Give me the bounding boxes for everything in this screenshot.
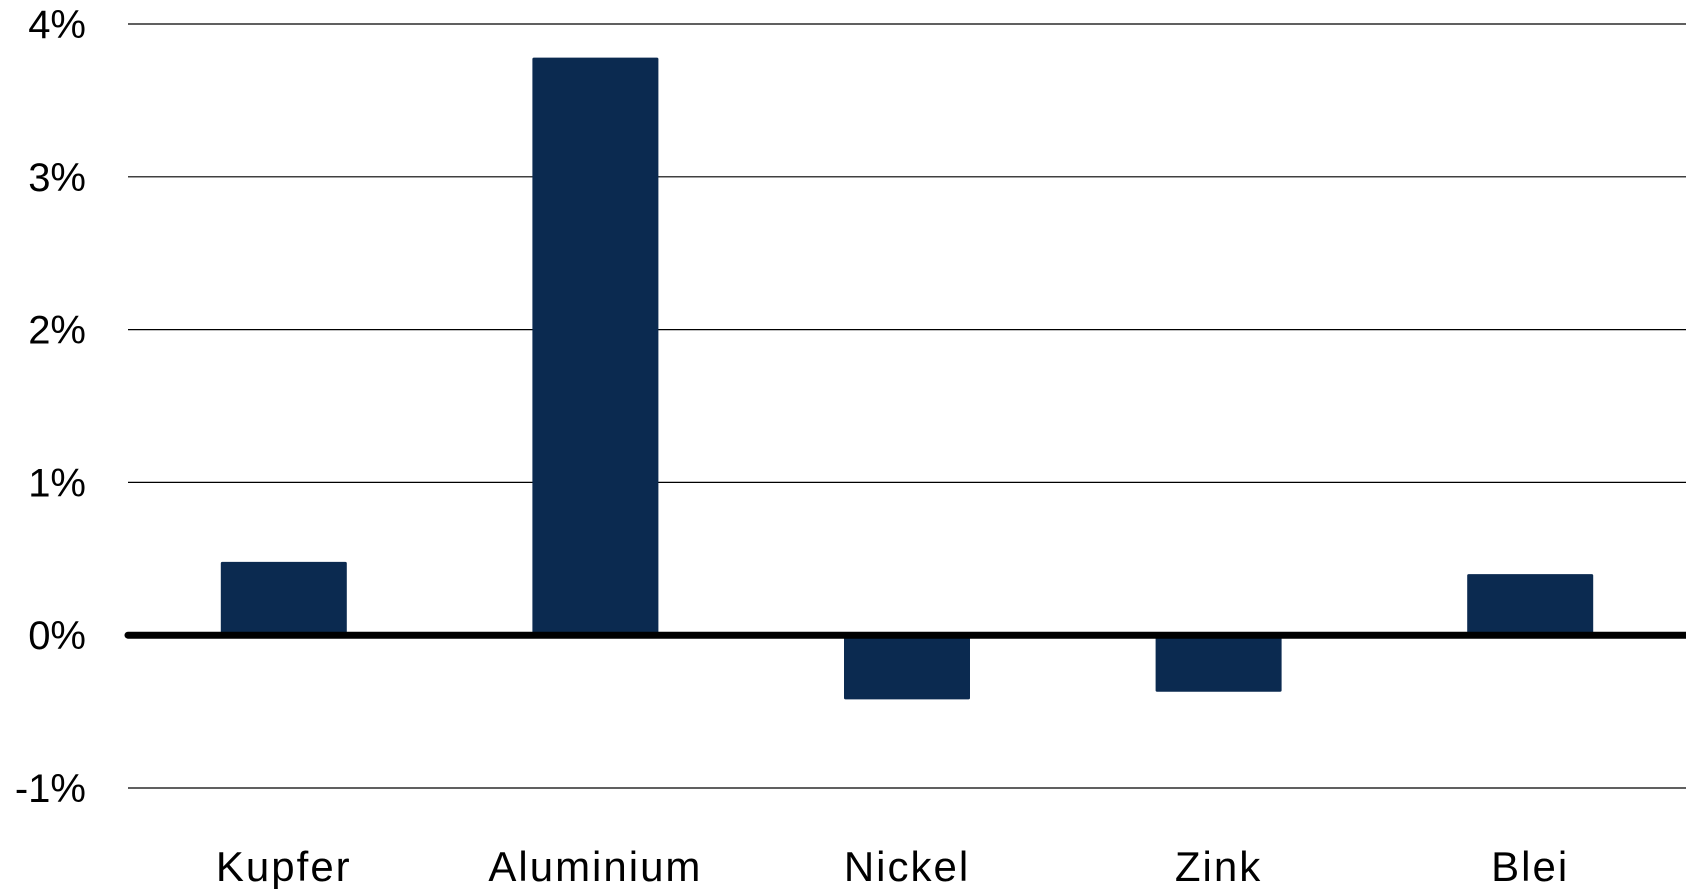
y-tick-label: 1% bbox=[28, 461, 86, 505]
x-category-label: Aluminium bbox=[488, 843, 702, 889]
bar-nickel bbox=[844, 635, 970, 700]
y-tick-label: 3% bbox=[28, 156, 86, 200]
y-tick-label: 4% bbox=[28, 3, 86, 47]
y-tick-label: -1% bbox=[15, 767, 86, 811]
bar-kupfer bbox=[220, 561, 347, 636]
bar-blei bbox=[1467, 574, 1594, 636]
gridlines bbox=[128, 23, 1686, 789]
x-category-label: Nickel bbox=[844, 843, 970, 889]
y-tick-labels: 4% 3% 2% 1% 0% -1% bbox=[15, 3, 86, 811]
y-tick-label: 2% bbox=[28, 309, 86, 353]
bar-zink bbox=[1155, 635, 1282, 692]
x-category-label: Blei bbox=[1491, 843, 1569, 889]
x-category-label: Kupfer bbox=[216, 843, 352, 889]
bar-aluminium bbox=[532, 57, 659, 636]
bars bbox=[220, 57, 1594, 700]
x-category-label: Zink bbox=[1175, 843, 1262, 889]
y-tick-label: 0% bbox=[28, 614, 86, 658]
x-category-labels: Kupfer Aluminium Nickel Zink Blei bbox=[216, 843, 1569, 889]
